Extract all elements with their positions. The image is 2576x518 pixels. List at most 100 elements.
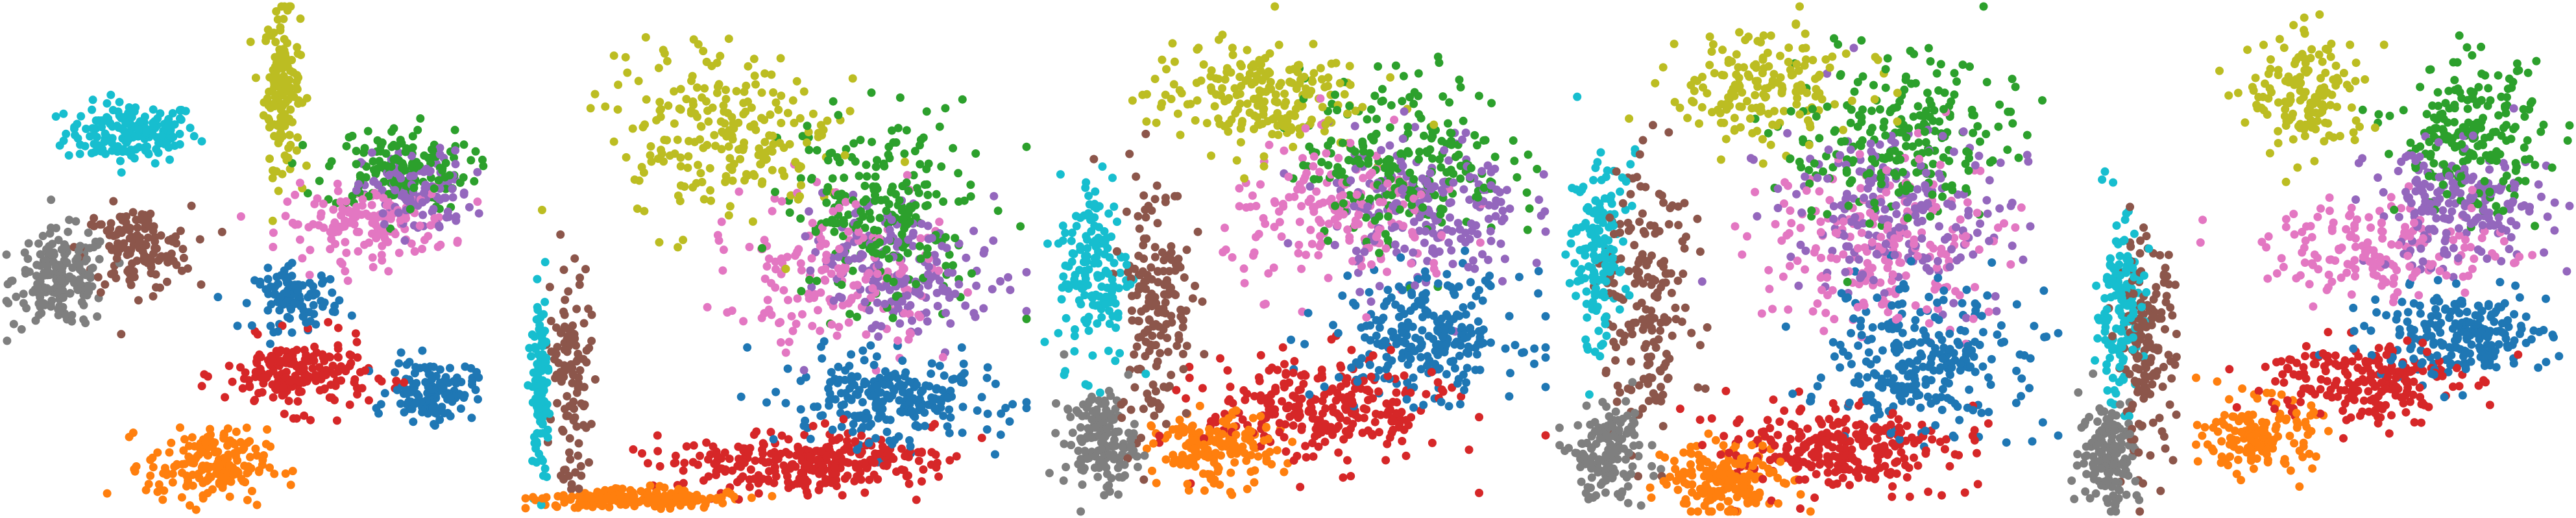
scatter-point-olive <box>1285 66 1294 75</box>
scatter-point-cyan <box>533 428 542 438</box>
scatter-point-blue <box>266 339 274 349</box>
scatter-point-green <box>1433 53 1442 61</box>
scatter-point-blue <box>772 388 781 397</box>
scatter-point-green <box>859 197 868 206</box>
scatter-point-olive <box>621 53 630 62</box>
scatter-point-pink <box>341 267 350 276</box>
scatter-point-purple <box>908 316 916 325</box>
scatter-point-gray <box>47 250 56 259</box>
scatter-point-green <box>902 126 911 135</box>
scatter-point-red <box>725 454 734 463</box>
scatter-point-cyan <box>107 138 116 147</box>
scatter-point-orange <box>668 499 677 508</box>
scatter-point-green <box>408 132 417 141</box>
scatter-point-red <box>696 451 705 460</box>
scatter-point-brown <box>149 249 158 258</box>
scatter-point-green <box>356 171 365 180</box>
scatter-point-olive <box>276 128 285 137</box>
scatter-point-pink <box>342 197 350 206</box>
scatter-point-gray <box>1092 408 1101 417</box>
scatter-point-blue <box>1463 364 1472 373</box>
scatter-point-blue <box>1349 299 1357 307</box>
scatter-point-blue <box>403 389 411 399</box>
scatter-point-brown <box>574 484 583 493</box>
scatter-point-purple <box>1487 236 1496 245</box>
scatter-point-blue <box>282 288 291 297</box>
scatter-point-green <box>855 171 864 180</box>
scatter-point-cyan <box>142 128 151 137</box>
scatter-point-pink <box>835 245 844 253</box>
scatter-point-olive <box>749 120 759 129</box>
scatter-point-green <box>807 175 816 184</box>
scatter-point-gray <box>54 236 63 245</box>
scatter-point-purple <box>938 241 947 251</box>
scatter-point-red <box>770 463 779 472</box>
scatter-point-red <box>758 456 766 465</box>
scatter-point-blue <box>467 413 476 423</box>
scatter-point-orange <box>660 483 669 492</box>
scatter-point-orange <box>225 461 234 470</box>
scatter-point-green <box>935 122 944 131</box>
scatter-point-purple <box>972 281 981 290</box>
scatter-point-olive <box>283 38 292 47</box>
scatter-point-orange <box>184 441 193 450</box>
scatter-point-brown <box>559 475 568 484</box>
scatter-point-cyan <box>1068 249 1077 258</box>
scatter-point-orange <box>219 434 228 443</box>
scatter-point-brown <box>546 317 555 325</box>
scatter-point-orange <box>103 489 112 498</box>
scatter-panel-3 <box>1038 0 1552 518</box>
scatter-point-olive <box>697 122 706 131</box>
scatter-point-green <box>880 162 889 171</box>
scatter-point-blue <box>873 381 882 390</box>
scatter-point-orange <box>637 487 646 496</box>
scatter-point-pink <box>384 267 393 276</box>
scatter-point-green <box>869 225 879 234</box>
scatter-point-green <box>441 158 450 167</box>
scatter-point-brown <box>1161 193 1170 203</box>
scatter-point-blue <box>1475 286 1483 295</box>
scatter-point-pink <box>436 240 445 249</box>
scatter-point-pink <box>768 206 777 216</box>
scatter-point-olive <box>1138 90 1147 99</box>
scatter-point-red <box>784 435 793 444</box>
scatter-point-orange <box>1168 425 1177 434</box>
scatter-point-olive <box>1218 84 1226 93</box>
scatter-point-cyan <box>1091 187 1100 196</box>
scatter-point-pink <box>295 179 304 188</box>
scatter-point-orange <box>1226 468 1235 477</box>
scatter-point-green <box>805 145 814 154</box>
scatter-point-olive <box>278 120 287 129</box>
scatter-point-orange <box>153 448 162 457</box>
scatter-point-olive <box>1152 118 1161 127</box>
scatter-point-red <box>302 351 311 360</box>
scatter-point-red <box>803 491 812 500</box>
scatter-point-cyan <box>533 305 542 314</box>
scatter-point-pink <box>847 295 856 304</box>
scatter-point-pink <box>354 247 363 256</box>
scatter-point-orange <box>213 447 223 456</box>
scatter-point-brown <box>1151 387 1160 396</box>
scatter-point-blue <box>310 310 319 319</box>
scatter-point-orange <box>1149 439 1158 448</box>
scatter-point-brown <box>177 266 186 275</box>
scatter-point-olive <box>639 168 648 177</box>
scatter-point-green <box>1509 136 1518 145</box>
scatter-point-pink <box>407 239 416 248</box>
scatter-point-purple <box>865 306 874 315</box>
scatter-point-green <box>456 179 465 187</box>
scatter-point-olive <box>1351 106 1360 116</box>
scatter-point-green <box>1351 147 1359 156</box>
scatter-point-pink <box>779 286 788 295</box>
scatter-point-gray <box>1066 412 1075 421</box>
scatter-point-blue <box>1440 348 1449 357</box>
scatter-point-pink <box>1240 278 1249 288</box>
scatter-point-brown <box>106 224 115 233</box>
scatter-point-purple <box>419 210 428 219</box>
scatter-point-red <box>1309 452 1318 461</box>
scatter-point-olive <box>269 99 278 108</box>
scatter-point-purple <box>1391 240 1400 249</box>
scatter-point-brown <box>576 273 585 282</box>
scatter-point-olive <box>749 55 759 64</box>
scatter-point-olive <box>1335 79 1344 88</box>
